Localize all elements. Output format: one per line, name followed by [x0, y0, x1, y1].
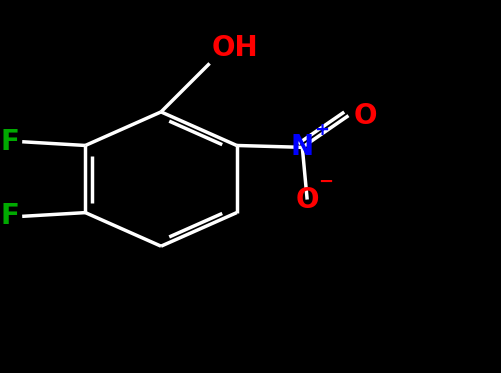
- Text: OH: OH: [212, 34, 259, 62]
- Text: −: −: [318, 173, 333, 191]
- Text: O: O: [296, 185, 319, 214]
- Text: N: N: [291, 133, 314, 162]
- Text: +: +: [314, 121, 329, 139]
- Text: O: O: [353, 101, 377, 130]
- Text: F: F: [1, 128, 20, 156]
- Text: F: F: [1, 202, 20, 231]
